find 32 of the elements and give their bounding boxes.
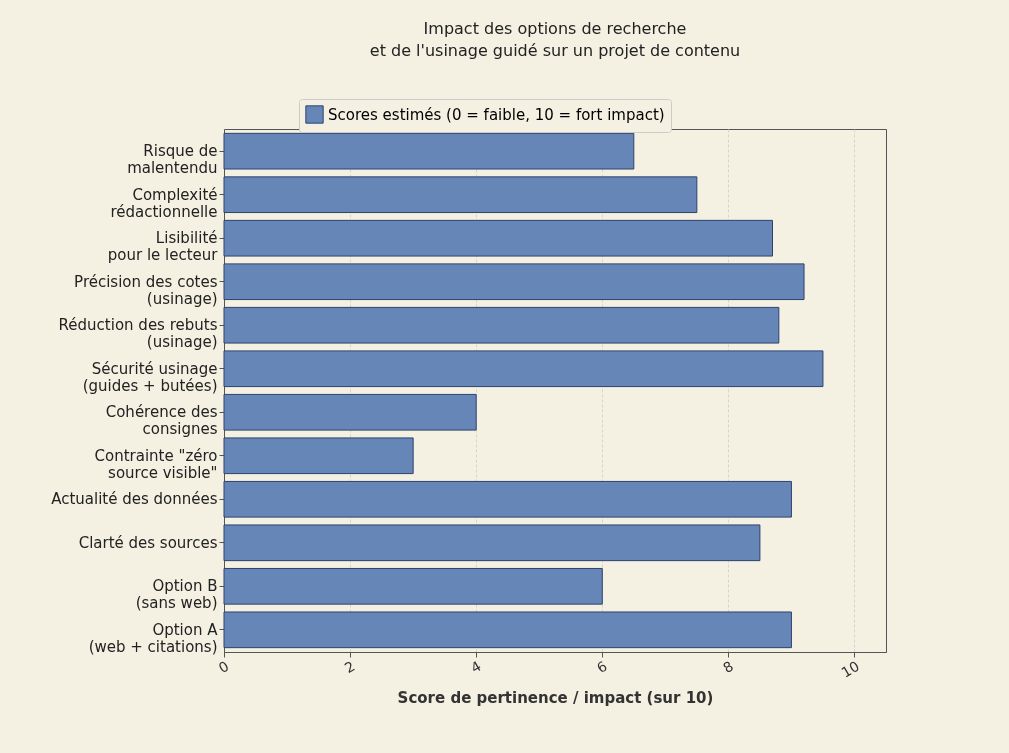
bar [223, 350, 824, 388]
y-tick-label: Sécurité usinage (guides + butées) [82, 359, 218, 395]
y-tick-label: Risque de malentendu [127, 142, 218, 178]
bar [223, 524, 761, 562]
y-tick-label: Cohérence des consignes [105, 403, 218, 439]
x-tick-label: 10 [838, 657, 862, 681]
y-tick-label: Actualité des données [51, 490, 218, 509]
y-tick-label: Clarté des sources [78, 533, 218, 552]
y-tick-label: Précision des cotes (usinage) [74, 272, 218, 308]
x-tick-label: 4 [467, 657, 484, 677]
bar [223, 567, 603, 605]
legend-label: Scores estimés (0 = faible, 10 = fort impact) [328, 105, 665, 124]
bar [223, 437, 414, 475]
bar [223, 219, 774, 257]
y-tick-label: Complexité rédactionnelle [110, 185, 218, 221]
y-tick-label: Contrainte "zéro source visible" [94, 446, 218, 482]
x-tick-label: 2 [341, 657, 358, 677]
bar [223, 611, 792, 649]
bar [223, 393, 477, 431]
x-tick-label: 6 [594, 657, 610, 677]
y-tick-label: Option A (web + citations) [88, 620, 219, 656]
y-tick-label: Option B (sans web) [135, 577, 218, 613]
bar [223, 176, 698, 214]
x-axis-title: Score de pertinence / impact (sur 10) [397, 688, 714, 707]
x-tick-label: 8 [720, 657, 736, 677]
bar [223, 306, 780, 344]
bar [223, 480, 792, 518]
y-tick-label: Réduction des rebuts (usinage) [58, 316, 218, 352]
bar [223, 263, 805, 301]
x-tick-label: 0 [215, 657, 232, 677]
chart-title: Impact des options de recherche et de l'usinage guidé sur un projet de contenu [369, 18, 741, 60]
y-tick-label: Lisibilité pour le lecteur [107, 229, 219, 265]
